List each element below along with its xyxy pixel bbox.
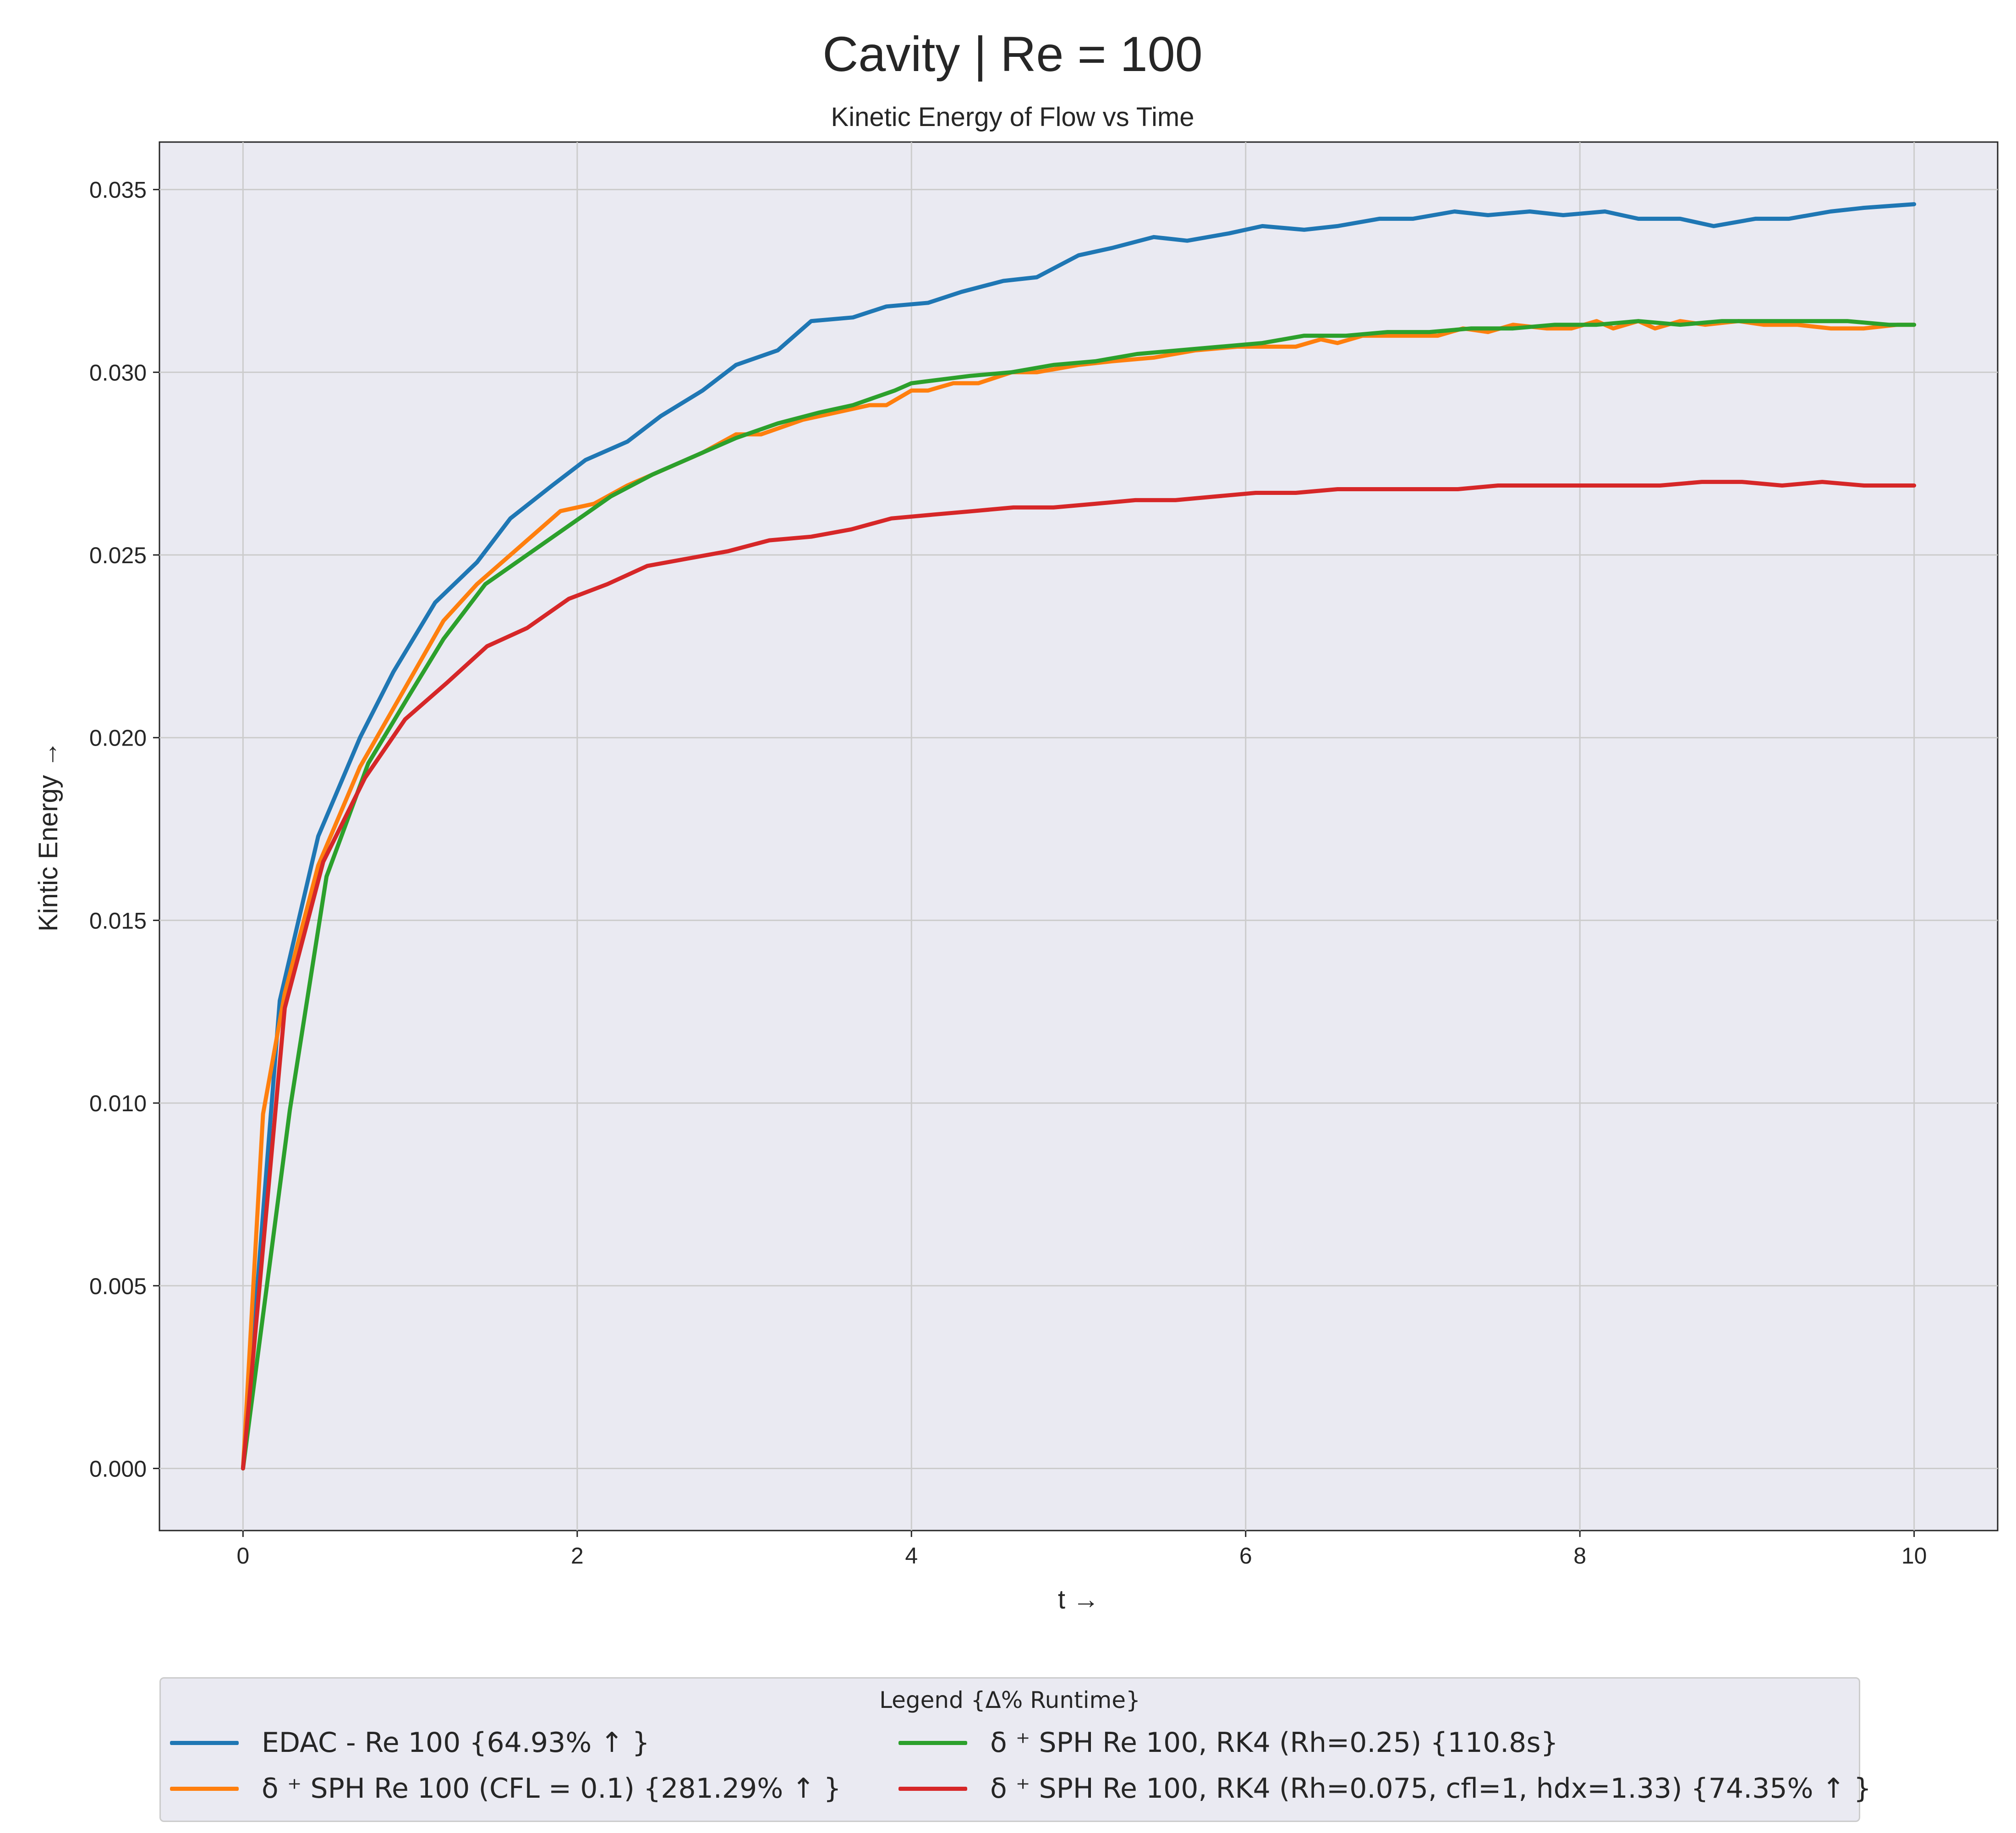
x-tick-label: 2 [571,1543,584,1569]
x-axis-ticks: 0 2 4 6 8 10 [236,1531,1927,1569]
figure-title: Cavity | Re = 100 [822,26,1202,82]
legend-item-4: δ ⁺ SPH Re 100, RK4 (Rh=0.075, cfl=1, hd… [898,1773,1871,1805]
legend-swatch [170,1740,239,1745]
legend-item-1: EDAC - Re 100 {64.93% ↑ } [170,1727,650,1759]
series-line-1 [241,202,1917,1471]
series-lines [241,202,1917,1471]
y-tick-label: 0.010 [89,1091,147,1116]
series-line-3 [241,319,1917,1471]
y-tick-label: 0.030 [89,360,147,385]
x-tick-label: 6 [1239,1543,1252,1569]
y-tick-label: 0.025 [89,543,147,568]
plot-area [159,141,1999,1531]
legend-item-2: δ ⁺ SPH Re 100 (CFL = 0.1) {281.29% ↑ } [170,1773,841,1805]
x-axis-label: t → [1058,1585,1099,1614]
y-tick-label: 0.005 [89,1273,147,1299]
y-tick-label: 0.020 [89,725,147,751]
x-tick-label: 8 [1573,1543,1586,1569]
legend-swatch [898,1786,967,1791]
legend: Legend {Δ% Runtime} EDAC - Re 100 {64.93… [159,1677,1871,1822]
series-line-2 [241,319,1917,1471]
x-tick-label: 0 [236,1543,249,1569]
legend-label: EDAC - Re 100 {64.93% ↑ } [262,1727,650,1759]
series-line-4 [241,480,1917,1471]
y-tick-label: 0.035 [89,177,147,203]
y-tick-label: 0.015 [89,908,147,933]
legend-item-3: δ ⁺ SPH Re 100, RK4 (Rh=0.25) {110.8s} [898,1727,1558,1759]
x-tick-label: 4 [905,1543,918,1569]
y-tick-label: 0.000 [89,1456,147,1482]
legend-label: δ ⁺ SPH Re 100, RK4 (Rh=0.25) {110.8s} [990,1727,1558,1759]
y-axis-label: Kintic Energy → [33,741,63,932]
legend-swatch [898,1740,967,1745]
legend-label: δ ⁺ SPH Re 100 (CFL = 0.1) {281.29% ↑ } [262,1773,841,1805]
grid-lines [159,142,1998,1531]
legend-swatch [170,1786,239,1791]
chart-title: Kinetic Energy of Flow vs Time [831,102,1194,132]
x-tick-label: 10 [1901,1543,1927,1569]
legend-title: Legend {Δ% Runtime} [879,1687,1140,1713]
y-axis-ticks: 0.000 0.005 0.010 0.015 0.020 0.025 0.030 0.035 [89,177,159,1482]
legend-label: δ ⁺ SPH Re 100, RK4 (Rh=0.075, cfl=1, hd… [990,1773,1872,1805]
